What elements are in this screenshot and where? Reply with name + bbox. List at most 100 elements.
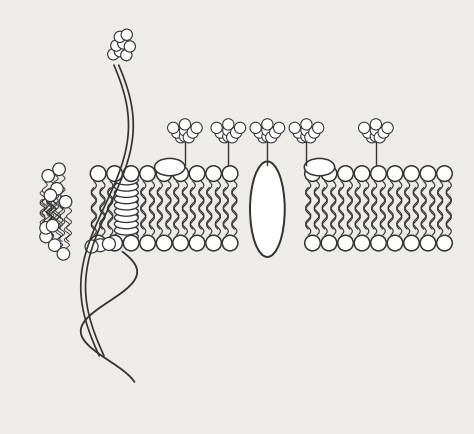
Ellipse shape [114,194,138,204]
Circle shape [382,122,393,134]
Circle shape [305,166,320,181]
Circle shape [371,235,386,251]
Ellipse shape [114,213,138,223]
Circle shape [370,119,382,130]
Circle shape [121,29,132,40]
Circle shape [183,132,194,143]
Circle shape [108,49,119,60]
Circle shape [175,132,187,143]
Circle shape [250,122,261,134]
Circle shape [51,183,63,195]
Circle shape [46,220,59,232]
Circle shape [254,127,265,138]
Circle shape [107,166,122,181]
Ellipse shape [114,232,138,241]
Circle shape [227,132,238,143]
Circle shape [168,122,179,134]
Circle shape [354,166,370,181]
Circle shape [42,170,55,182]
Circle shape [59,196,72,208]
Circle shape [321,166,337,181]
Circle shape [363,127,374,138]
Circle shape [44,189,56,201]
Ellipse shape [114,188,138,197]
Circle shape [40,230,52,243]
Circle shape [189,166,205,181]
Circle shape [140,166,155,181]
Circle shape [305,132,316,143]
Circle shape [370,131,382,142]
Circle shape [312,122,324,134]
Circle shape [121,49,132,61]
Circle shape [378,127,389,138]
Circle shape [57,248,70,260]
Circle shape [53,163,65,175]
Circle shape [420,235,436,251]
Circle shape [91,166,106,181]
Circle shape [420,166,436,181]
Circle shape [187,127,199,138]
Circle shape [123,235,139,251]
Circle shape [219,132,230,143]
Circle shape [107,235,122,251]
Circle shape [374,132,385,143]
Circle shape [189,235,205,251]
Ellipse shape [114,226,138,235]
Circle shape [191,122,202,134]
Circle shape [124,41,136,52]
Circle shape [223,119,234,130]
Circle shape [265,132,277,143]
Circle shape [179,119,191,130]
Circle shape [111,40,122,51]
Ellipse shape [114,175,138,185]
Circle shape [94,239,107,252]
Circle shape [156,235,172,251]
Circle shape [262,119,273,130]
Circle shape [366,132,378,143]
Circle shape [309,127,320,138]
Circle shape [404,235,419,251]
Circle shape [387,166,403,181]
Circle shape [404,166,419,181]
Circle shape [321,235,337,251]
Circle shape [301,119,312,130]
Circle shape [179,125,191,136]
Ellipse shape [114,207,138,216]
Circle shape [40,222,52,234]
Circle shape [179,131,191,142]
Circle shape [206,235,221,251]
Circle shape [118,38,129,49]
Circle shape [85,240,98,253]
Circle shape [371,166,386,181]
Circle shape [305,235,320,251]
Circle shape [173,166,188,181]
Circle shape [270,127,281,138]
Circle shape [337,235,353,251]
Circle shape [223,131,234,142]
Circle shape [222,235,238,251]
Circle shape [223,125,234,136]
Circle shape [387,235,403,251]
Circle shape [114,31,126,43]
Circle shape [273,122,285,134]
Circle shape [262,131,273,142]
Circle shape [215,127,226,138]
Circle shape [222,166,238,181]
Circle shape [140,235,155,251]
Circle shape [206,166,221,181]
Circle shape [102,237,116,250]
Circle shape [114,46,126,57]
Circle shape [289,122,301,134]
Ellipse shape [114,181,138,191]
Ellipse shape [250,161,285,257]
Circle shape [301,131,312,142]
Ellipse shape [114,201,138,210]
Circle shape [173,235,188,251]
Circle shape [235,122,246,134]
Circle shape [211,122,222,134]
Circle shape [370,125,382,136]
Circle shape [437,235,452,251]
Circle shape [437,166,452,181]
Circle shape [230,127,242,138]
Circle shape [337,166,353,181]
